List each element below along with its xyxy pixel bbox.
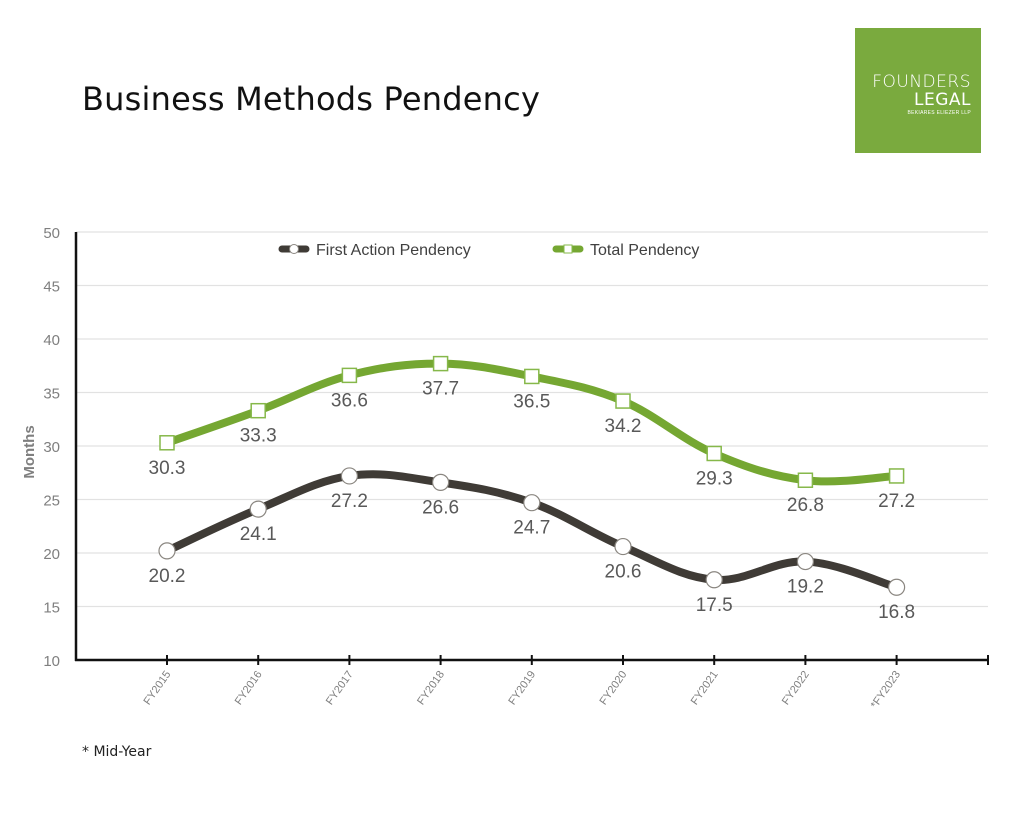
data-label: 24.1 [240, 524, 277, 545]
y-axis-label: Months [21, 425, 38, 478]
y-tick-label: 10 [43, 653, 60, 670]
data-label: 17.5 [696, 595, 733, 616]
x-axis-tick-labels: FY2015 FY2016 FY2017 FY2018 FY2019 FY2020 FY20… [142, 669, 904, 711]
x-tick-label: FY2019 [506, 669, 538, 707]
legend-marker [563, 244, 573, 254]
footnote-mid-year: * Mid-Year [82, 744, 152, 760]
data-point [158, 542, 176, 560]
data-point [432, 473, 450, 491]
x-tick-label: *FY2023 [869, 669, 903, 711]
x-tick-label: FY2021 [689, 669, 721, 707]
data-point [341, 367, 358, 384]
y-axis-tick-labels: 10 15 20 25 30 35 40 45 50 [43, 225, 60, 670]
gridlines [76, 231, 988, 608]
y-tick-label: 40 [43, 332, 60, 349]
legend: First Action Pendency Total Pendency [278, 242, 699, 259]
data-point [888, 468, 905, 484]
series-group: 20.2 24.1 27.2 26.6 24.7 20.6 17.5 19.2 16.8 30.3… [149, 355, 915, 623]
founders-legal-logo: FOUNDERS LEGAL BEKIARES ELIEZER LLP [855, 28, 981, 153]
data-label: 36.6 [331, 390, 368, 411]
data-point [706, 445, 722, 462]
legend-item: First Action Pendency [278, 242, 471, 259]
legend-item: Total Pendency [552, 242, 699, 259]
page-title: Business Methods Pendency [82, 80, 541, 118]
y-tick-label: 35 [43, 386, 60, 403]
x-tick-label: FY2017 [324, 669, 356, 707]
data-label: 37.7 [422, 379, 459, 400]
x-tick-label: FY2020 [598, 669, 630, 707]
x-tick-label: FY2018 [415, 669, 447, 707]
data-point [432, 355, 449, 372]
data-label: 24.7 [513, 518, 550, 539]
series-total-pendency: 30.3 33.3 36.6 37.7 36.5 34.2 29.3 26.8 27.2 [149, 355, 915, 516]
data-point [615, 393, 631, 409]
y-tick-label: 45 [43, 279, 60, 296]
y-tick-label: 25 [43, 493, 60, 510]
axes [74, 232, 989, 665]
y-tick-label: 50 [43, 225, 60, 242]
data-label: 16.8 [878, 602, 915, 623]
data-label: 34.2 [605, 416, 642, 437]
data-label: 33.3 [240, 426, 277, 447]
data-point [524, 368, 540, 385]
data-label: 19.2 [787, 577, 824, 598]
data-label: 20.2 [149, 566, 186, 587]
data-point [523, 494, 541, 512]
data-label: 27.2 [331, 491, 368, 512]
data-point [796, 552, 815, 571]
data-point [797, 472, 814, 488]
data-label: 26.8 [787, 495, 824, 516]
logo-line-2: LEGAL [914, 90, 971, 110]
x-tick-label: FY2022 [780, 669, 812, 707]
x-tick-label: FY2015 [142, 669, 174, 707]
data-label: 20.6 [605, 562, 642, 583]
data-point [250, 402, 266, 419]
data-label: 27.2 [878, 491, 915, 512]
data-point [887, 578, 906, 596]
data-label: 30.3 [149, 458, 186, 479]
data-label: 29.3 [696, 468, 733, 489]
y-tick-label: 15 [43, 600, 60, 617]
y-tick-label: 30 [43, 439, 60, 456]
data-point [614, 537, 632, 556]
data-label: 26.6 [422, 497, 459, 518]
data-point [705, 571, 723, 589]
logo-line-1: FOUNDERS [872, 72, 971, 92]
data-point [340, 467, 358, 485]
data-point [249, 500, 267, 518]
legend-label: Total Pendency [590, 242, 699, 259]
x-tick-label: FY2016 [233, 669, 265, 707]
data-label: 36.5 [513, 391, 550, 412]
y-tick-label: 20 [43, 546, 60, 563]
legend-label: First Action Pendency [316, 242, 471, 259]
data-point [159, 435, 175, 451]
series-first-action-pendency: 20.2 24.1 27.2 26.6 24.7 20.6 17.5 19.2 16.8 [149, 467, 915, 623]
logo-line-3: BEKIARES ELIEZER LLP [907, 110, 971, 116]
legend-marker [289, 244, 299, 254]
